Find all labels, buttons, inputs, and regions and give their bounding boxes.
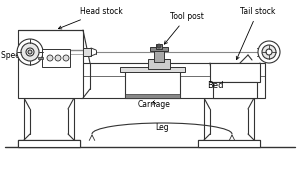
Circle shape xyxy=(157,44,161,48)
Bar xyxy=(198,140,260,147)
Circle shape xyxy=(47,55,53,61)
Bar xyxy=(148,59,170,69)
Bar xyxy=(204,98,254,140)
Circle shape xyxy=(26,48,34,56)
Bar xyxy=(213,82,257,98)
Text: Speed liver: Speed liver xyxy=(1,51,44,60)
Bar xyxy=(198,140,260,147)
Bar xyxy=(150,47,168,51)
Bar xyxy=(18,140,80,147)
Circle shape xyxy=(55,55,61,61)
Text: Tail stock: Tail stock xyxy=(236,7,275,60)
Circle shape xyxy=(262,45,276,59)
Bar xyxy=(42,49,70,67)
Bar xyxy=(24,98,74,140)
Bar xyxy=(154,48,164,62)
Bar xyxy=(18,140,80,147)
Bar xyxy=(210,63,260,82)
Bar xyxy=(18,30,83,98)
Bar xyxy=(38,57,43,59)
Bar xyxy=(125,94,180,98)
Text: Carriage: Carriage xyxy=(138,100,171,109)
Circle shape xyxy=(258,41,280,63)
Text: Leg: Leg xyxy=(155,123,169,131)
Bar xyxy=(156,44,162,49)
Circle shape xyxy=(63,55,69,61)
Bar xyxy=(83,48,91,56)
Text: Bed: Bed xyxy=(207,81,223,91)
Text: Head stock: Head stock xyxy=(58,7,123,29)
Bar xyxy=(18,140,80,147)
Circle shape xyxy=(266,49,272,55)
Bar xyxy=(80,63,265,98)
Text: Tool post: Tool post xyxy=(164,12,204,44)
Circle shape xyxy=(28,50,32,54)
Circle shape xyxy=(21,43,39,61)
Circle shape xyxy=(17,39,43,65)
Bar xyxy=(125,68,180,98)
Bar xyxy=(120,67,185,72)
